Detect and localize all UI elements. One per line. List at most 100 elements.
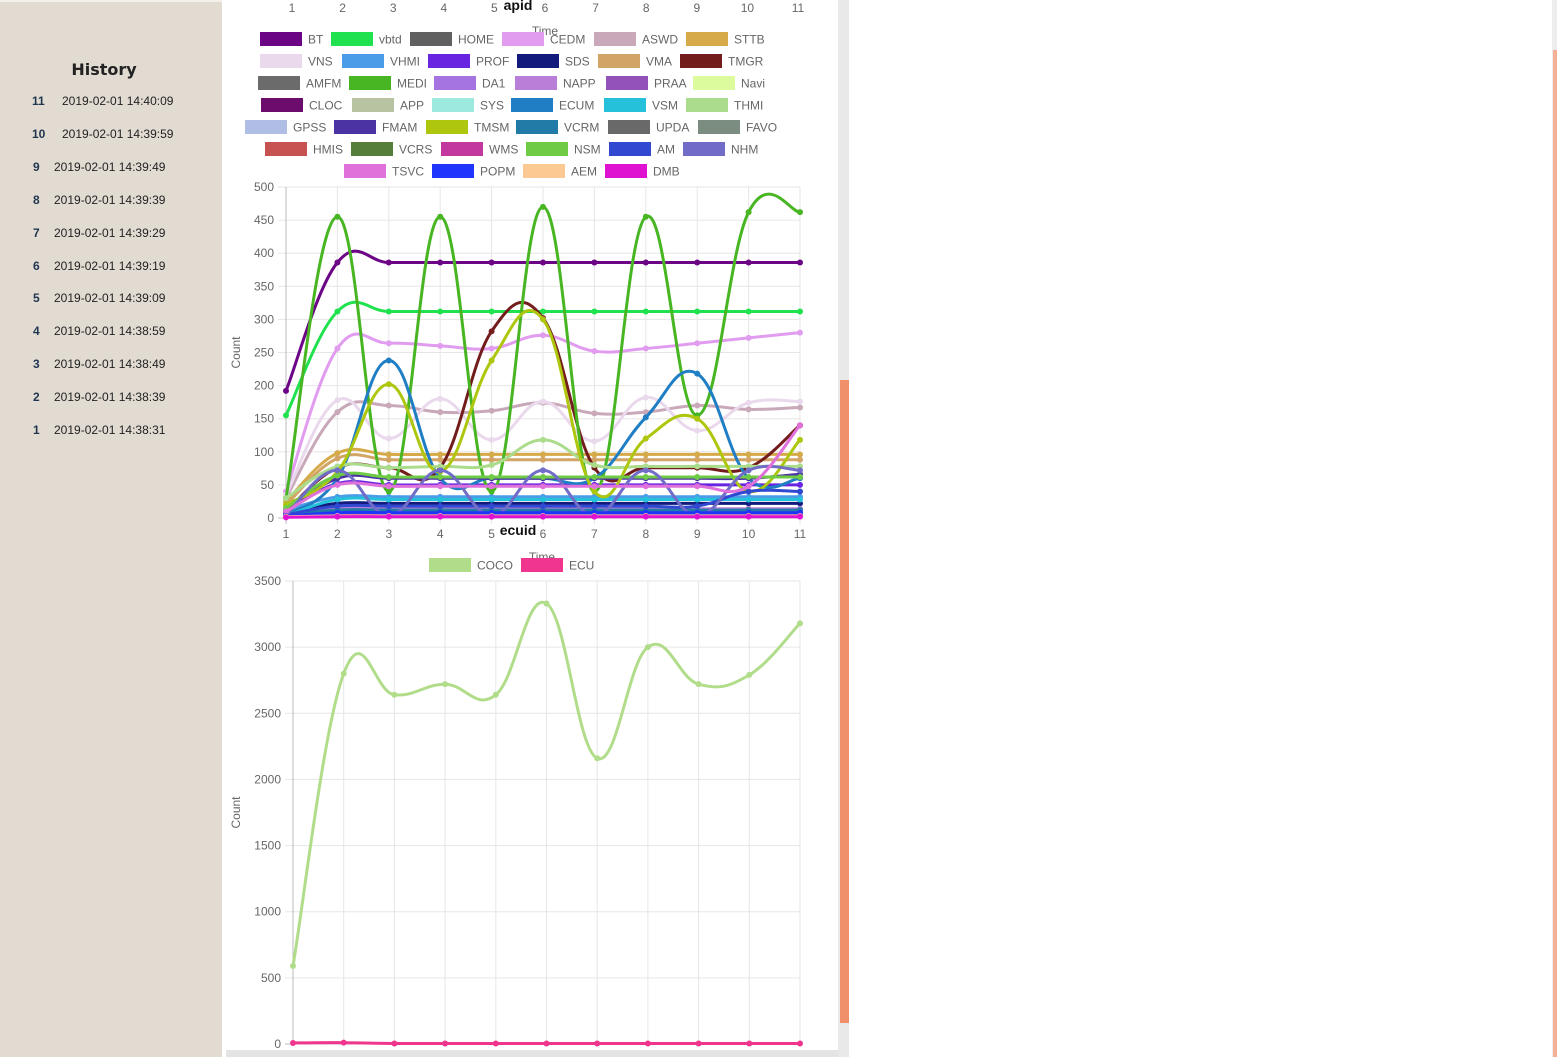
legend-item[interactable]: NHM <box>683 142 758 157</box>
data-point <box>694 340 701 347</box>
history-entry[interactable]: 5 2019-02-01 14:39:09 <box>0 288 222 308</box>
history-entry[interactable]: 1 2019-02-01 14:38:31 <box>0 420 222 440</box>
data-point <box>283 412 289 419</box>
scrollbar-thumb[interactable] <box>840 380 849 1023</box>
history-entry[interactable]: 2 2019-02-01 14:38:39 <box>0 387 222 407</box>
legend-item[interactable]: ECU <box>521 558 594 573</box>
legend-item[interactable]: CLOC <box>261 98 343 113</box>
ecuid-chart-y-axis-label: Count <box>229 796 243 829</box>
legend-item[interactable]: VSM <box>604 98 678 113</box>
legend-item[interactable]: AMFM <box>258 76 341 91</box>
data-point <box>283 495 289 502</box>
legend-item[interactable]: COCO <box>429 558 513 573</box>
history-entry[interactable]: 9 2019-02-01 14:39:49 <box>0 157 222 177</box>
legend-item[interactable]: AEM <box>523 164 597 179</box>
legend-item[interactable]: SDS <box>517 54 590 69</box>
legend-swatch <box>344 164 386 178</box>
data-point <box>385 483 392 490</box>
legend-item[interactable]: FAVO <box>698 120 777 135</box>
legend-item[interactable]: POPM <box>432 164 515 179</box>
legend-item[interactable]: VMA <box>598 54 672 69</box>
legend-item[interactable]: ASWD <box>594 32 678 47</box>
data-point <box>488 345 495 352</box>
legend-item[interactable]: THMI <box>686 98 763 113</box>
legend-item[interactable]: vbtd <box>331 32 402 47</box>
top-x-tick-label: 11 <box>792 1 805 15</box>
history-entry-timestamp[interactable]: 2019-02-01 14:39:19 <box>54 258 166 273</box>
legend-item[interactable]: UPDA <box>608 120 689 135</box>
legend-item[interactable]: MEDI <box>349 76 427 91</box>
legend-item[interactable]: PROF <box>428 54 509 69</box>
history-entry-timestamp[interactable]: 2019-02-01 14:39:29 <box>54 225 166 240</box>
legend-item[interactable]: HOME <box>410 32 494 47</box>
legend-item[interactable]: HMIS <box>265 142 343 157</box>
legend-item[interactable]: TMGR <box>680 54 764 69</box>
history-entry-timestamp[interactable]: 2019-02-01 14:38:59 <box>54 324 166 339</box>
history-entry[interactable]: 8 2019-02-01 14:39:39 <box>0 190 222 210</box>
legend-item[interactable]: TMSM <box>426 120 509 135</box>
legend-item[interactable]: NSM <box>526 142 601 157</box>
data-point <box>797 398 803 405</box>
data-point <box>745 406 752 413</box>
data-point <box>334 472 341 479</box>
legend-item[interactable]: PRAA <box>606 76 687 91</box>
legend-item[interactable]: STTB <box>686 32 765 47</box>
history-entry-timestamp[interactable]: 2019-02-01 14:38:39 <box>54 390 166 405</box>
history-entry[interactable]: 6 2019-02-01 14:39:19 <box>0 256 222 276</box>
data-point <box>540 308 546 315</box>
legend-item[interactable]: ECUM <box>511 98 594 113</box>
legend-item[interactable]: DA1 <box>434 76 506 91</box>
legend-item[interactable]: TSVC <box>344 164 424 179</box>
data-point <box>334 513 341 520</box>
history-entry[interactable]: 7 2019-02-01 14:39:29 <box>0 223 222 243</box>
legend-label: AEM <box>571 165 597 179</box>
legend-label: DMB <box>653 165 680 179</box>
history-entry-number: 11 <box>32 94 45 108</box>
data-point <box>797 620 803 627</box>
data-point <box>488 503 495 510</box>
legend-label: VHMI <box>390 55 420 69</box>
history-entry[interactable]: 10 2019-02-01 14:39:59 <box>0 124 222 144</box>
history-entry[interactable]: 4 2019-02-01 14:38:59 <box>0 321 222 341</box>
legend-item[interactable]: SYS <box>432 98 504 113</box>
history-entry-number: 5 <box>33 291 40 306</box>
legend-item[interactable]: VHMI <box>342 54 420 69</box>
legend-item[interactable]: NAPP <box>515 76 596 91</box>
data-point <box>334 409 341 416</box>
data-point <box>642 483 649 490</box>
history-entry-timestamp[interactable]: 2019-02-01 14:38:31 <box>54 423 166 437</box>
data-point <box>591 451 598 458</box>
legend-item[interactable]: VCRS <box>351 142 432 157</box>
history-entry-timestamp[interactable]: 2019-02-01 14:39:39 <box>54 192 166 207</box>
data-point <box>437 503 444 510</box>
history-entry-number: 1 <box>33 423 40 437</box>
legend-item[interactable]: WMS <box>441 142 518 157</box>
legend-swatch <box>432 164 474 178</box>
history-entry-timestamp[interactable]: 2019-02-01 14:39:59 <box>62 126 174 141</box>
legend-item[interactable]: DMB <box>605 164 680 179</box>
legend-item[interactable]: CEDM <box>502 32 585 47</box>
legend-swatch <box>693 76 735 90</box>
legend-item[interactable]: APP <box>352 98 424 113</box>
page-scrollbar-thumb[interactable] <box>1553 50 1557 1057</box>
history-entry-timestamp[interactable]: 2019-02-01 14:38:49 <box>54 357 166 372</box>
legend-swatch <box>258 76 300 90</box>
legend-item[interactable]: GPSS <box>245 120 326 135</box>
history-entry-timestamp[interactable]: 2019-02-01 14:40:09 <box>62 94 174 108</box>
data-point <box>385 503 392 510</box>
data-point <box>543 600 550 607</box>
data-point <box>642 496 649 503</box>
horizontal-scrollbar[interactable] <box>226 1050 838 1057</box>
history-entry[interactable]: 3 2019-02-01 14:38:49 <box>0 354 222 374</box>
legend-item[interactable]: VNS <box>260 54 333 69</box>
legend-item[interactable]: AM <box>609 142 675 157</box>
legend-item[interactable]: Navi <box>693 76 765 91</box>
legend-swatch <box>516 120 558 134</box>
legend-item[interactable]: BT <box>260 32 324 47</box>
history-entry-timestamp[interactable]: 2019-02-01 14:39:49 <box>54 159 166 174</box>
legend-item[interactable]: FMAM <box>334 120 417 135</box>
history-entry-timestamp[interactable]: 2019-02-01 14:39:09 <box>54 291 166 306</box>
top-x-tick-label: 3 <box>390 1 397 15</box>
legend-item[interactable]: VCRM <box>516 120 599 135</box>
history-entry[interactable]: 11 2019-02-01 14:40:09 <box>0 91 222 111</box>
